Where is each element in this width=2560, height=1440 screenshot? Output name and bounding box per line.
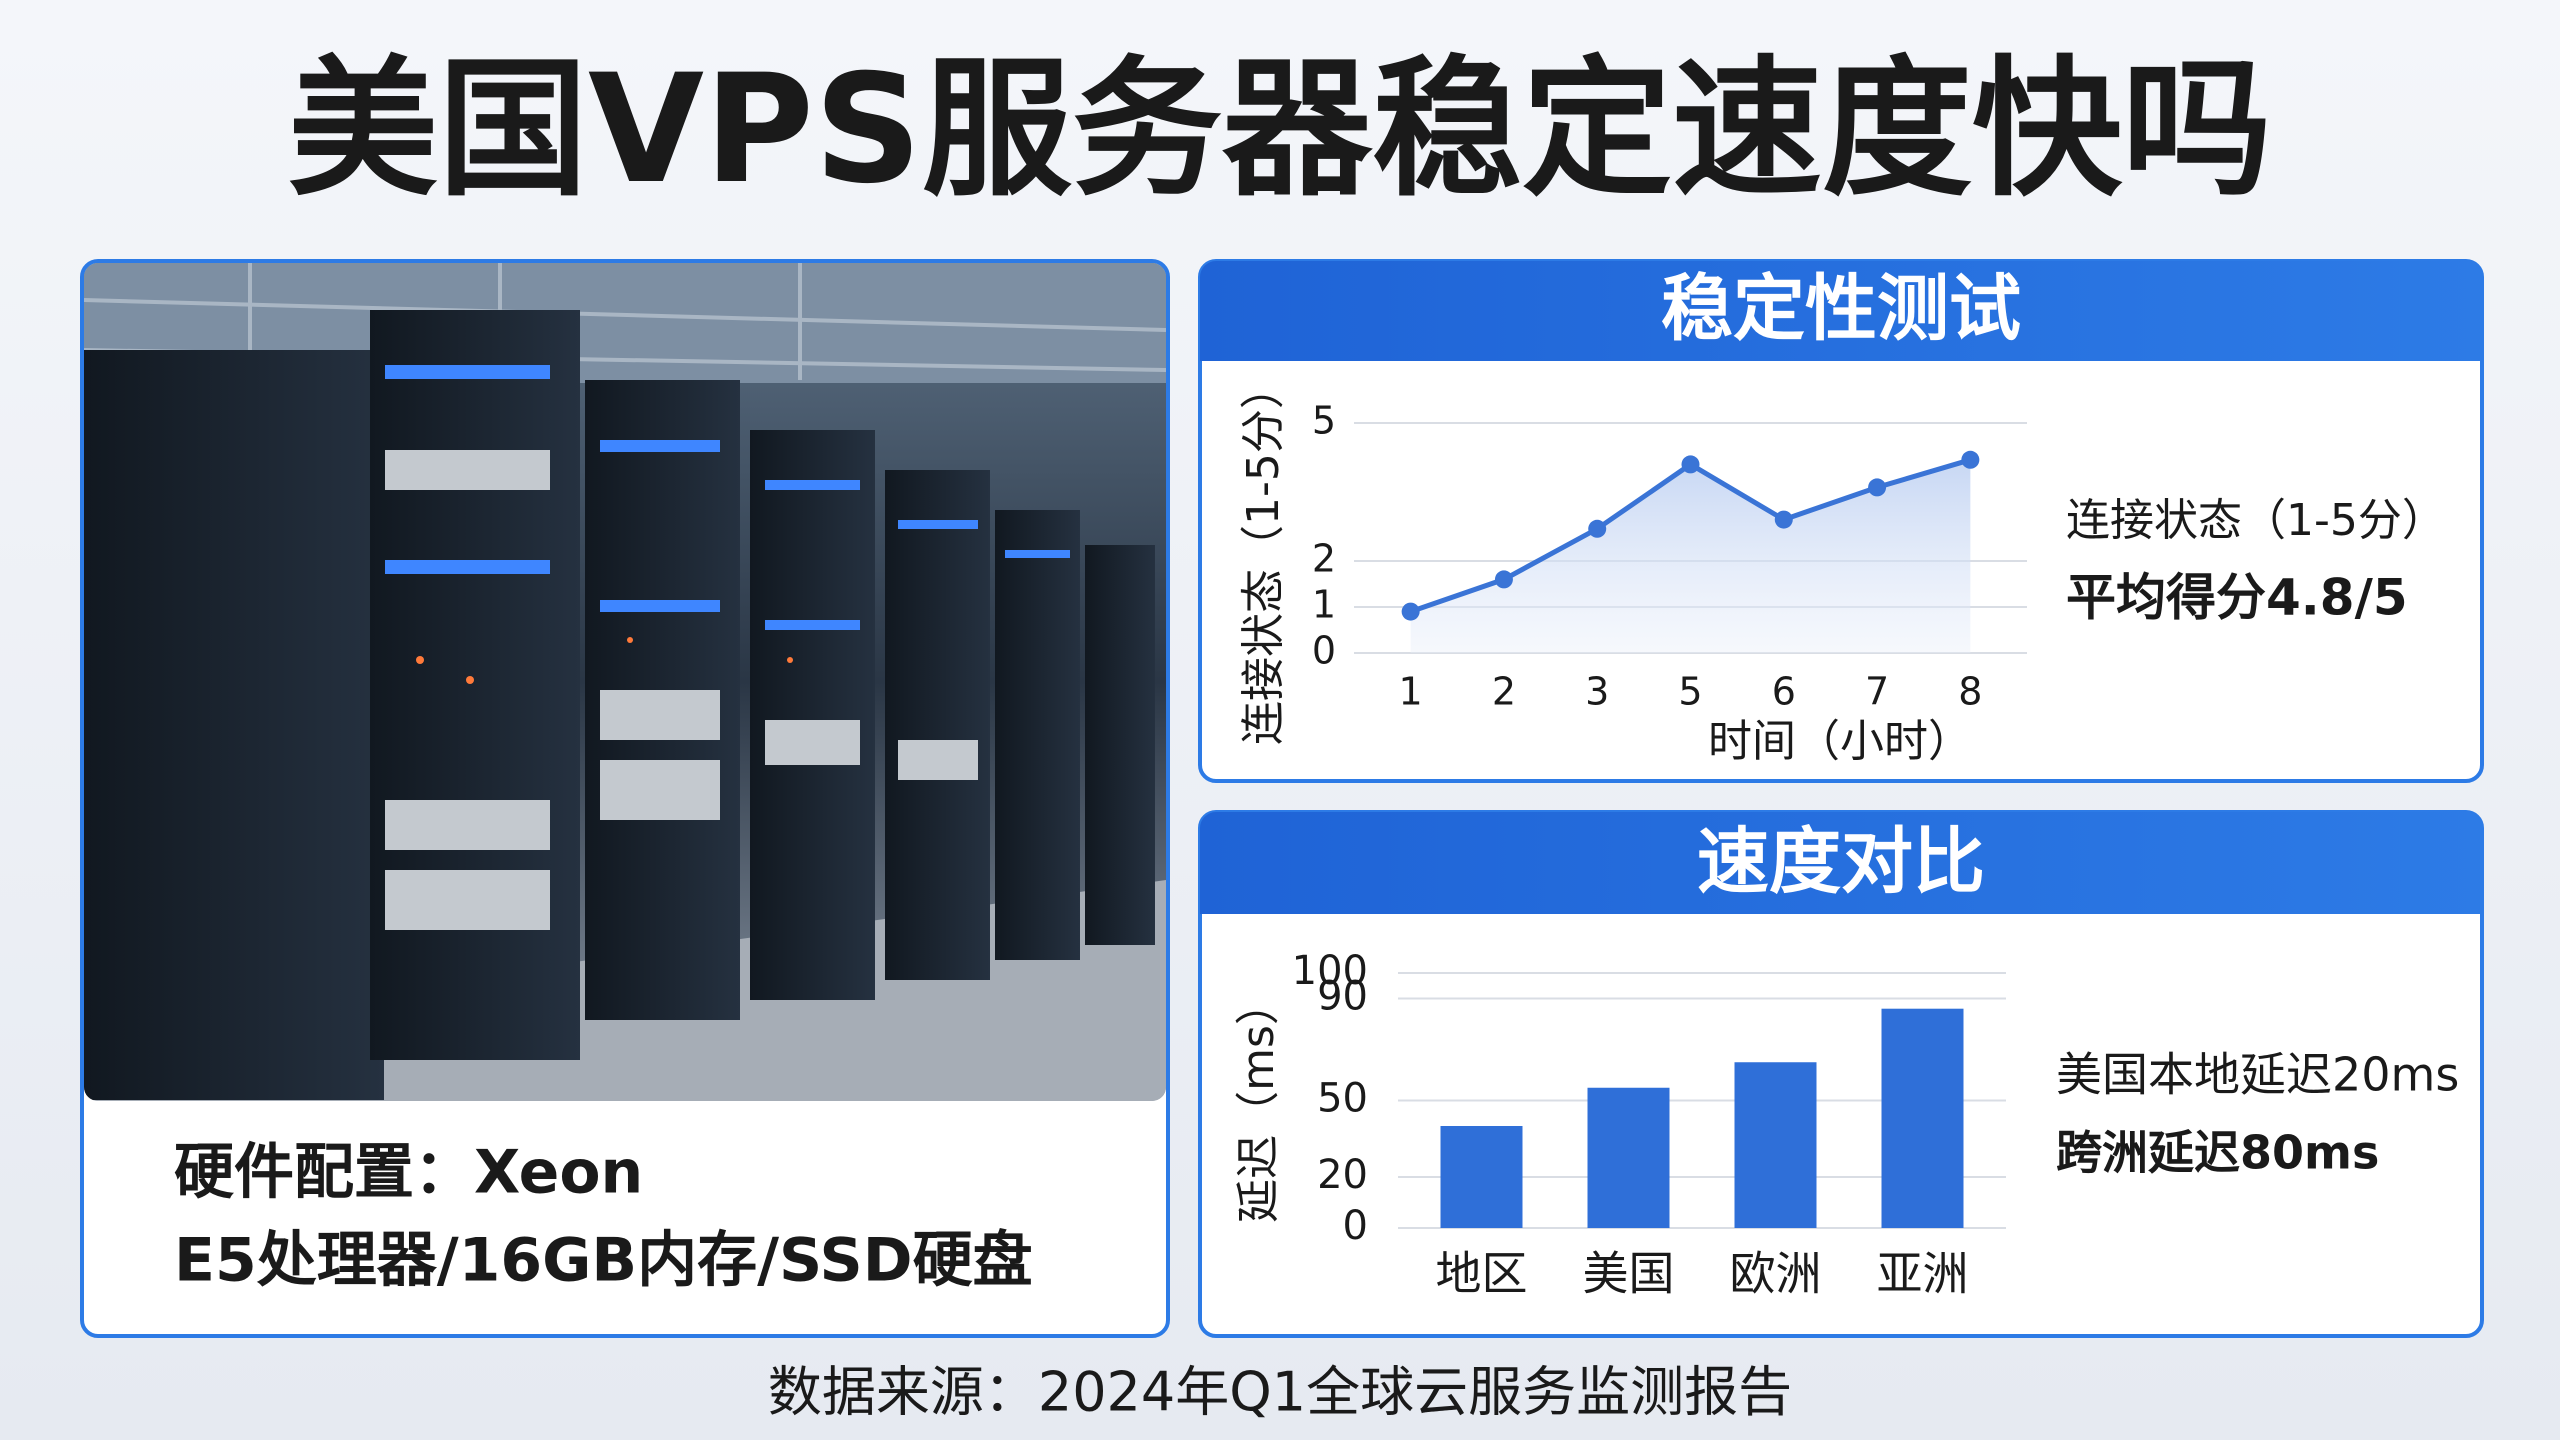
y-axis-title: 延迟（ms）: [1233, 981, 1284, 1223]
y-tick-label: 100: [1292, 948, 1368, 994]
x-tick-label: 3: [1585, 670, 1609, 714]
point: [1961, 450, 1980, 469]
y-tick-label: 1: [1312, 583, 1336, 627]
x-tick-label: 亚洲: [1877, 1247, 1969, 1301]
point: [1774, 510, 1793, 529]
y-tick-label: 0: [1312, 629, 1336, 673]
x-tick-label: 8: [1958, 670, 1982, 714]
x-tick-label: 美国: [1583, 1247, 1675, 1301]
x-tick-label: 地区: [1436, 1247, 1528, 1301]
point: [1588, 519, 1607, 538]
x-tick-label: 2: [1492, 670, 1516, 714]
x-tick-label: 5: [1678, 670, 1702, 714]
point: [1681, 455, 1700, 474]
point: [1401, 602, 1420, 621]
y-tick-label: 0: [1343, 1203, 1368, 1249]
y-tick-label: 2: [1312, 537, 1336, 581]
x-axis-title: 时间（小时）: [1708, 716, 1972, 767]
annotation: 美国本地延迟20ms: [2056, 1048, 2459, 1102]
y-tick-label: 20: [1317, 1152, 1368, 1198]
panel-header: [1200, 812, 2482, 914]
bar: [1440, 1126, 1523, 1228]
annotation: 连接状态（1-5分）: [2066, 495, 2446, 546]
page-title: 美国VPS服务器稳定速度快吗: [288, 43, 2272, 217]
x-tick-label: 欧洲: [1730, 1247, 1822, 1301]
server-photo: [84, 263, 1166, 1101]
chart-title: 速度对比: [1697, 820, 1985, 904]
x-tick-label: 6: [1772, 670, 1796, 714]
y-tick-label: 5: [1312, 399, 1336, 443]
y-axis-title: 连接状态（1-5分）: [1238, 365, 1289, 745]
bar: [1881, 1008, 1964, 1228]
x-tick-label: 7: [1865, 670, 1889, 714]
bar: [1587, 1087, 1670, 1228]
chart-title: 稳定性测试: [1661, 267, 2021, 351]
hardware-text: 硬件配置：Xeon: [174, 1138, 643, 1208]
line-area: [1410, 459, 1971, 653]
bar: [1734, 1062, 1817, 1228]
y-tick-label: 90: [1317, 974, 1368, 1020]
source-note: 数据来源：2024年Q1全球云服务监测报告: [768, 1361, 1792, 1424]
point: [1494, 570, 1513, 589]
x-tick-label: 1: [1399, 670, 1423, 714]
hardware-text: E5处理器/16GB内存/SSD硬盘: [174, 1226, 1033, 1296]
y-tick-label: 50: [1317, 1076, 1368, 1122]
panel-header: [1200, 261, 2482, 361]
annotation: 跨洲延迟80ms: [2056, 1126, 2379, 1180]
annotation: 平均得分4.8/5: [2066, 569, 2408, 627]
point: [1868, 478, 1887, 497]
